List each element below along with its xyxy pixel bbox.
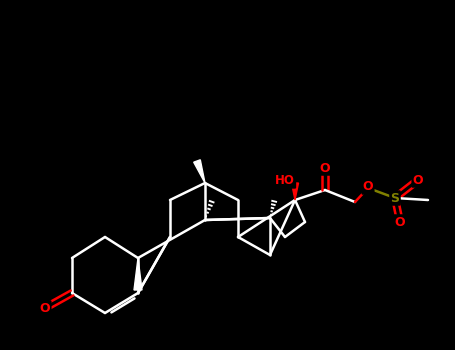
- Polygon shape: [194, 160, 205, 183]
- Text: HO: HO: [275, 175, 295, 188]
- Text: O: O: [320, 161, 330, 175]
- Text: O: O: [40, 301, 51, 315]
- Text: S: S: [390, 191, 399, 204]
- Polygon shape: [292, 183, 298, 200]
- Text: O: O: [363, 181, 373, 194]
- Text: O: O: [394, 216, 405, 229]
- Text: O: O: [413, 174, 423, 187]
- Polygon shape: [134, 258, 142, 290]
